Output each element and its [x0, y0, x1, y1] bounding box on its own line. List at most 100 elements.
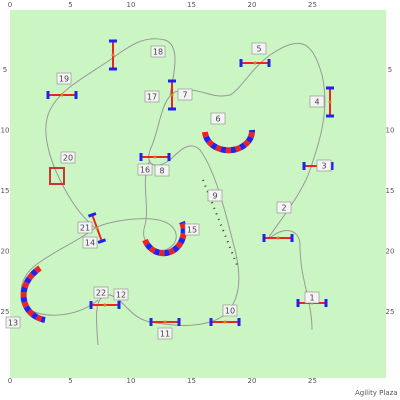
obstacle-number: 5: [256, 45, 261, 54]
obstacle-number: 18: [153, 48, 163, 57]
axis-label: 5: [68, 1, 72, 9]
axis-label: 10: [1, 127, 10, 135]
tunnel: [202, 129, 256, 154]
axis-label: 20: [1, 248, 10, 256]
obstacle-number: 2: [281, 204, 286, 213]
obstacle-number: 11: [160, 330, 170, 339]
tunnel: [20, 265, 46, 323]
obstacle-number-box: [113, 288, 129, 301]
jump: [168, 79, 176, 111]
axis-label: 15: [386, 187, 395, 195]
obstacle-number: 12: [116, 291, 126, 300]
jump-dot: [170, 93, 174, 97]
jump-dot: [328, 100, 332, 104]
jump-dot: [153, 155, 157, 159]
obstacle-number-box: [304, 291, 320, 304]
jump-wing: [87, 212, 97, 218]
obstacle-number: 1: [309, 294, 314, 303]
obstacle-number: 21: [80, 224, 90, 233]
obstacle-number-box: [207, 189, 223, 202]
axis-label: 20: [248, 1, 257, 9]
jump: [326, 86, 334, 118]
jump: [87, 212, 107, 244]
obstacle-number: 19: [59, 75, 69, 84]
axis-label: 10: [386, 127, 395, 135]
tunnel: [142, 220, 187, 257]
obstacle-number-box: [5, 316, 21, 329]
obstacle-number-box: [210, 112, 226, 125]
jump-dot: [111, 53, 115, 57]
obstacle-number-box: [150, 45, 166, 58]
jump: [46, 91, 78, 99]
obstacle-number-box: [177, 88, 193, 101]
jump-dot: [103, 303, 107, 307]
obstacle-number: 9: [212, 192, 217, 201]
axis-label: 25: [308, 377, 317, 385]
axis-label: 0: [8, 1, 12, 9]
axis-label: 5: [388, 66, 392, 74]
axis-label: 25: [1, 308, 10, 316]
obstacle-number: 22: [96, 289, 106, 298]
jump: [239, 59, 271, 67]
axis-label: 10: [127, 377, 136, 385]
obstacle-number-box: [144, 90, 160, 103]
obstacle-number-box: [60, 151, 76, 164]
axis-label: 20: [248, 377, 257, 385]
axis-label: 25: [386, 308, 395, 316]
jump-wing: [97, 238, 107, 244]
obstacle-number: 15: [187, 226, 197, 235]
jump-dot: [253, 61, 257, 65]
obstacle-number: 14: [85, 239, 95, 248]
axis-label: 15: [1, 187, 10, 195]
jump: [262, 234, 294, 242]
jump: [139, 153, 171, 161]
obstacle-number-box: [276, 201, 292, 214]
tunnels: [20, 129, 256, 323]
obstacle-number-box: [82, 236, 98, 249]
obstacle-number-box: [56, 72, 72, 85]
obstacle-number-box: [157, 327, 173, 340]
jump-dot: [276, 236, 280, 240]
obstacle-number-box: [316, 159, 332, 172]
obstacle-number: 13: [8, 319, 18, 328]
axis-label: 10: [127, 1, 136, 9]
jump: [149, 318, 181, 326]
tunnel: [20, 265, 46, 323]
obstacle-number: 10: [225, 307, 235, 316]
obstacle-number-box: [222, 304, 238, 317]
obstacle-number: 6: [215, 115, 220, 124]
axis-label: 5: [3, 66, 7, 74]
jump: [89, 301, 121, 309]
tunnel: [202, 129, 256, 154]
obstacle-number-box: [137, 163, 153, 176]
axis-label: 15: [187, 377, 196, 385]
obstacle-number-box: [251, 42, 267, 55]
obstacle-number-box: [77, 221, 93, 234]
tunnel: [142, 220, 187, 257]
axis-label: 0: [8, 377, 12, 385]
tire-frame: [49, 167, 65, 185]
jump-dot: [60, 93, 64, 97]
jump-dot: [95, 226, 99, 230]
obstacle-number: 16: [140, 166, 150, 175]
jump-dot: [223, 320, 227, 324]
obstacle-number: 8: [159, 167, 164, 176]
obstacle-number: 4: [314, 98, 319, 107]
jump: [209, 318, 241, 326]
field: [10, 10, 386, 378]
jump-dot: [163, 320, 167, 324]
obstacle-number: 20: [63, 154, 73, 163]
obstacle-number-box: [93, 286, 109, 299]
axis-label: 20: [386, 248, 395, 256]
obstacle-number-box: [184, 223, 200, 236]
axis-label: 5: [68, 377, 72, 385]
obstacle-number: 17: [147, 93, 157, 102]
jump: [109, 39, 117, 71]
obstacle-number-box: [154, 164, 170, 177]
axis-label: 15: [187, 1, 196, 9]
obstacle-number-box: [309, 95, 325, 108]
axis-label: 25: [308, 1, 317, 9]
obstacle-number: 3: [321, 162, 326, 171]
obstacle-number: 7: [182, 91, 187, 100]
